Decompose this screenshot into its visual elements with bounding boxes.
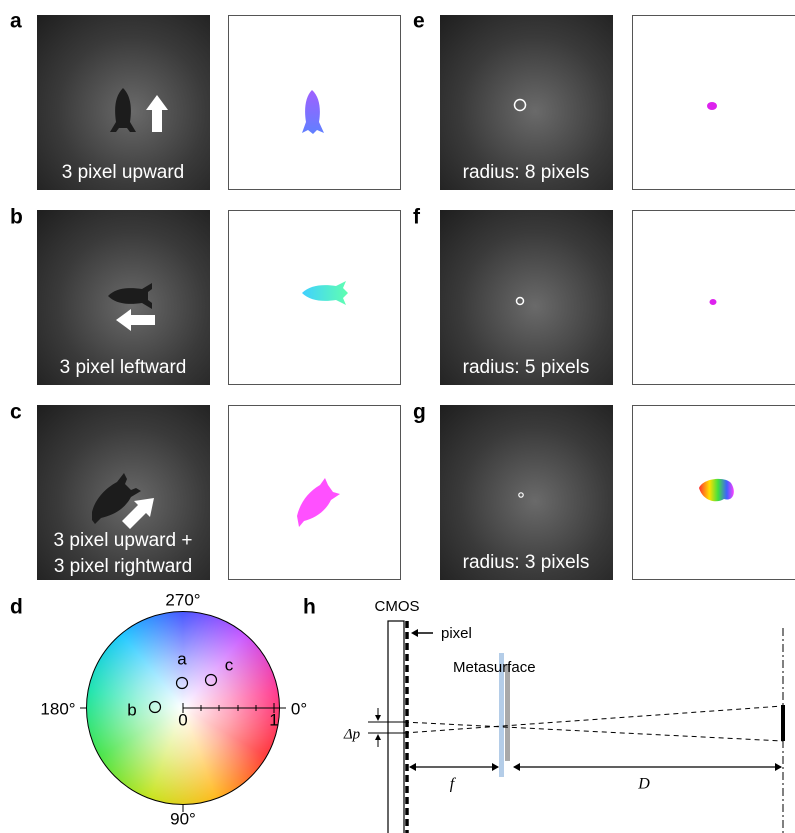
result-shape	[707, 102, 717, 110]
panel-letter: e	[413, 10, 425, 33]
point-label: c	[225, 655, 234, 674]
label: CMOS	[375, 598, 420, 615]
circle-target	[519, 493, 523, 497]
circle-target	[517, 298, 524, 305]
panel-letter: c	[10, 401, 22, 424]
result-shape	[710, 299, 717, 305]
angle-label: 270°	[165, 590, 200, 609]
panel-letter: g	[413, 401, 426, 424]
result-shape	[297, 478, 340, 527]
caption: radius: 8 pixels	[463, 162, 590, 183]
label: f	[450, 776, 457, 793]
label: Δp	[343, 726, 361, 742]
result-shape	[302, 281, 348, 305]
angle-label: 0°	[291, 699, 307, 718]
angle-label: 180°	[40, 699, 75, 718]
label: Metasurface	[453, 659, 536, 676]
panel-letter: h	[303, 596, 316, 619]
angle-label: 90°	[170, 809, 196, 828]
figure: a b c e f g d h 3 pixel upward 3 pixel l…	[0, 0, 795, 833]
result-shape	[699, 479, 734, 501]
arrow-head	[375, 715, 381, 740]
result-shape	[302, 90, 324, 134]
arrow	[116, 95, 168, 529]
caption: 3 pixel upward +	[54, 530, 193, 551]
label: pixel	[441, 625, 472, 642]
point-label: a	[177, 649, 187, 668]
panel-letter: b	[10, 206, 23, 229]
panel-letter: a	[10, 10, 22, 33]
overlay: a b c e f g d h 3 pixel upward 3 pixel l…	[0, 0, 795, 833]
caption: 3 pixel upward	[62, 162, 185, 183]
caption: 3 pixel leftward	[60, 357, 187, 378]
axis-label: 0	[178, 710, 187, 729]
rocket	[92, 88, 152, 524]
point-label: b	[127, 700, 136, 719]
caption: radius: 5 pixels	[463, 357, 590, 378]
panel-letter: f	[413, 206, 421, 229]
metasurface	[505, 665, 510, 761]
pointer-head	[411, 629, 418, 637]
caption: 3 pixel rightward	[54, 556, 192, 577]
ray	[404, 706, 783, 741]
caption: radius: 3 pixels	[463, 552, 590, 573]
circle-target	[515, 100, 526, 111]
axis-label: 1	[269, 710, 278, 729]
cmos	[388, 621, 404, 833]
label: D	[637, 776, 650, 793]
panel-letter: d	[10, 596, 23, 619]
